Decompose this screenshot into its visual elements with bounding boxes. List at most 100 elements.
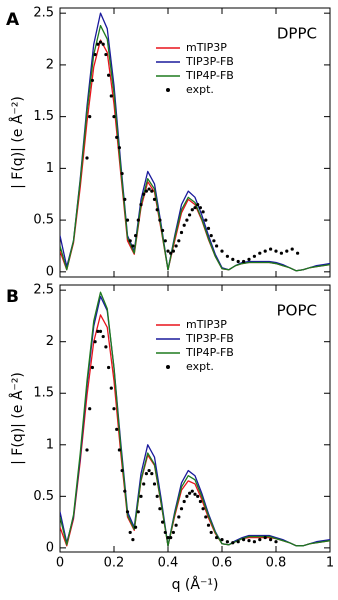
expt-point [182,223,186,227]
expt-point [109,386,113,390]
expt-point [166,535,170,540]
expt-point [142,482,146,486]
x-tick-label: 0.6 [212,556,233,571]
expt-point [269,247,273,251]
expt-point [190,489,194,493]
x-tick-label: 0.2 [104,556,125,571]
expt-point [236,259,240,264]
expt-point [177,239,181,243]
expt-point [220,538,224,542]
expt-point [215,244,219,248]
expt-point [150,472,154,476]
expt-point [134,525,138,529]
expt-point [174,523,178,527]
expt-point [204,515,208,519]
expt-point [136,510,140,514]
y-tick-label: 0 [46,264,54,279]
expt-point [139,494,143,498]
expt-point [236,540,240,544]
model-curve [60,295,330,547]
expt-point [179,230,184,235]
plot-frame [59,284,331,553]
expt-point [263,249,267,253]
expt-point [279,251,283,255]
expt-point [242,259,246,264]
expt-point [115,135,119,139]
expt-point [242,538,246,542]
expt-point [107,365,111,370]
expt-point [196,202,200,207]
y-tick-label: 0.5 [33,489,54,504]
expt-point [158,507,162,511]
expt-point [198,206,202,210]
expt-point [134,234,138,238]
expt-point [225,254,229,258]
expt-point [101,42,105,46]
legend-label: mTIP3P [186,318,227,331]
expt-point [144,189,148,193]
expt-point [171,249,175,253]
expt-point [215,535,219,540]
expt-point [179,507,184,511]
expt-point [152,482,157,486]
expt-point [88,407,92,411]
expt-point [247,257,251,262]
legend-label: TIP4P-FB [185,346,234,359]
expt-point [131,244,135,248]
expt-point [263,535,267,540]
expt-point [128,530,132,535]
expt-point [112,407,116,411]
expt-point [274,249,278,253]
expt-point [163,530,167,535]
expt-point [120,171,124,176]
expt-point [142,192,146,196]
x-tick-label: 0 [56,556,64,571]
expt-point [112,115,116,119]
expt-point [193,492,197,496]
y-tick-label: 1.5 [33,386,54,401]
expt-point [125,218,130,222]
y-axis-label: | F(q)| (e Å⁻²) [9,372,26,465]
expt-point [120,468,124,473]
annotation: POPC [277,302,317,320]
legend-label: expt. [186,83,214,96]
expt-point [206,226,211,230]
expt-point [190,208,194,212]
expt-point [161,228,165,233]
x-tick-label: 1 [326,556,334,571]
legend-label: expt. [186,360,214,373]
expt-point [269,538,273,542]
expt-point [104,345,108,349]
expt-point [144,472,148,476]
legend-marker [166,88,170,92]
model-curve [60,12,330,272]
expt-point [258,251,262,255]
expt-point [90,365,94,370]
expt-point [150,189,154,193]
expt-point [101,334,105,339]
expt-point [136,218,140,222]
expt-point [96,42,100,46]
expt-point [152,197,157,202]
expt-point [98,329,103,333]
expt-point [85,156,89,160]
plot-frame [59,7,331,278]
expt-point [96,329,100,333]
expt-point [185,218,189,222]
expt-point [225,540,229,544]
panel-label: B [6,287,19,307]
expt-point [209,530,213,535]
legend-marker [166,365,170,369]
expt-point [220,249,224,253]
expt-point [166,249,170,253]
expt-point [169,251,173,255]
expt-point [171,530,175,535]
expt-point [274,540,278,544]
expt-point [158,218,162,222]
expt-point [231,257,235,262]
expt-point [212,239,216,243]
expt-point [93,340,97,344]
expt-point [231,541,235,545]
